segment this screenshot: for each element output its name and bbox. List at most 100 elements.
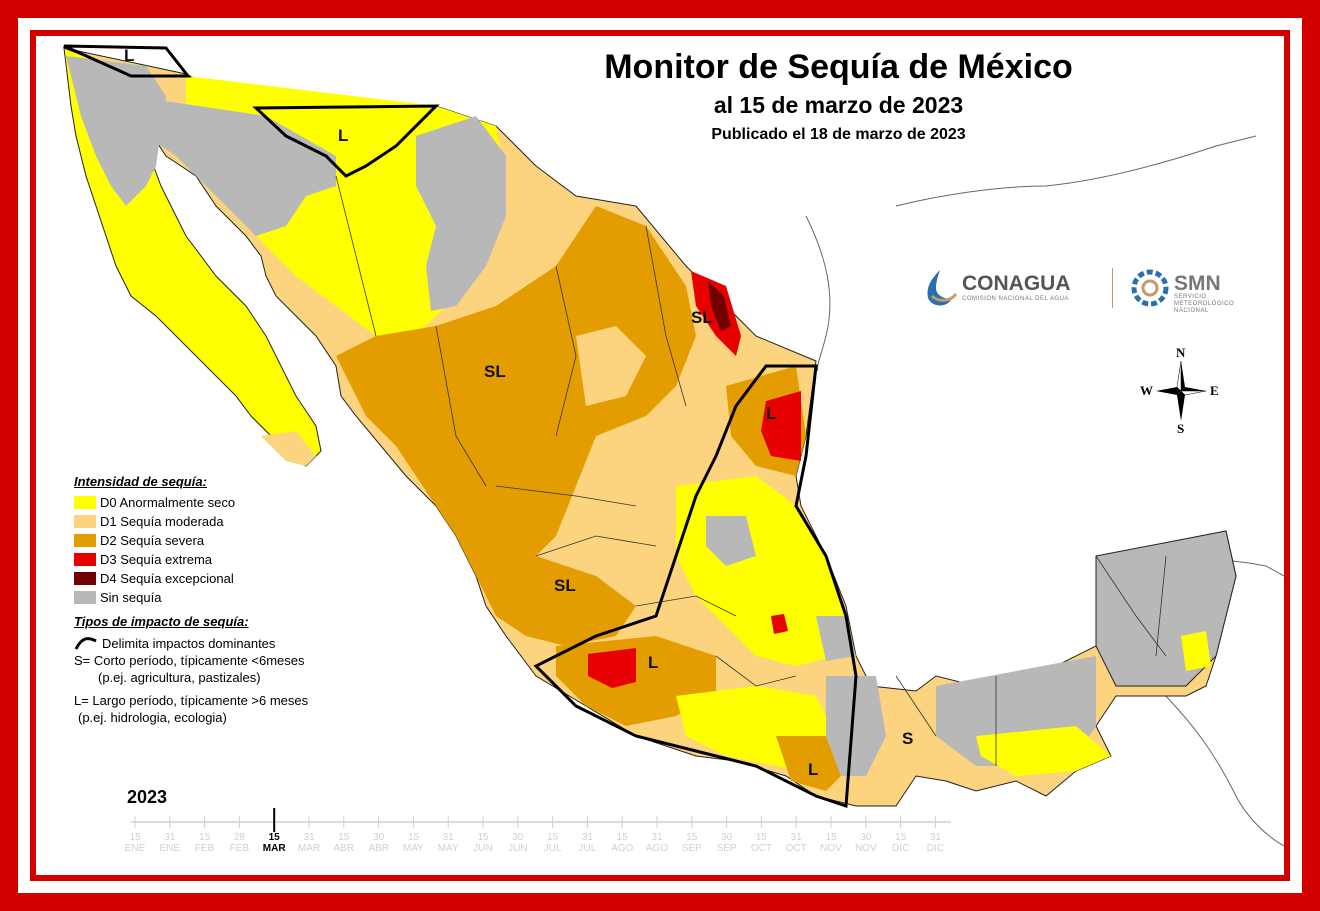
timeline-tick-month: MAR — [297, 843, 321, 854]
timeline-tick-month: DIC — [891, 843, 910, 854]
legend-label-d0: D0 Anormalmente seco — [100, 495, 236, 510]
impact-line-sonora-l — [252, 104, 440, 178]
timeline-tick-label: 30 NOV — [851, 832, 881, 854]
impact-short-label: S= Corto período, típicamente <6meses — [74, 653, 305, 668]
impact-short-example: (p.ej. agricultura, pastizales) — [98, 670, 261, 685]
timeline-tick-label: 15 DIC — [886, 832, 916, 854]
timeline-tick-month: FEB — [229, 843, 250, 854]
zone-label-sl-1: SL — [691, 308, 713, 327]
compass-s: S — [1177, 421, 1185, 436]
zone-label-l-5: L — [808, 760, 819, 779]
impact-heading: Tipos de impacto de sequía: — [74, 614, 249, 629]
timeline-axis — [131, 808, 951, 832]
impact-delimiter-label: Delimita impactos dominantes — [102, 636, 276, 651]
timeline-tick-label: 31 MAR — [294, 832, 324, 854]
timeline-tick-month: ENE — [159, 843, 181, 854]
conagua-logo-icon — [927, 270, 958, 306]
timeline-tick-month: MAY — [437, 843, 459, 854]
timeline-tick-day: 15 — [547, 832, 559, 843]
puebla-gray — [816, 616, 856, 661]
timeline-tick-label: 15 JUN — [468, 832, 498, 854]
compass-n: N — [1176, 345, 1186, 360]
map-panel: Monitor de Sequía de México al 15 de mar… — [36, 36, 1284, 875]
baja-south-d1 — [261, 431, 316, 466]
timeline-tick-label: 15 OCT — [746, 832, 776, 854]
smn-wordmark: SMN — [1174, 272, 1221, 295]
smn-subtitle-3: NACIONAL — [1174, 308, 1209, 314]
legend-swatch-none — [74, 591, 96, 604]
logo-divider — [1112, 268, 1113, 308]
timeline-tick-label: 31 ENE — [155, 832, 185, 854]
oaxaca-gray — [826, 676, 886, 776]
sonora-gray — [131, 96, 336, 236]
impact-delimiter-row: Delimita impactos dominantes — [74, 635, 394, 652]
timeline-tick-day: 30 — [860, 832, 872, 843]
timeline-year: 2023 — [127, 787, 168, 807]
timeline-tick-month: OCT — [750, 843, 772, 854]
zone-label-sl-3: SL — [554, 576, 576, 595]
timeline-tick-label: 15 SEP — [677, 832, 707, 854]
timeline-tick-month: AGO — [645, 843, 669, 854]
timeline-tick-label: 15 MAY — [398, 832, 428, 854]
legend-item-d4: D4 Sequía excepcional — [74, 569, 374, 588]
timeline-tick-day: 15 — [686, 832, 698, 843]
timeline-tick-label: 31 DIC — [920, 832, 950, 854]
veracruz-north-d3 — [761, 391, 801, 461]
timeline-tick-day: 31 — [303, 832, 315, 843]
central-d1-patch — [576, 326, 646, 406]
timeline-tick-month: MAY — [402, 843, 424, 854]
timeline-tick-day: 15 — [616, 832, 628, 843]
timeline-tick-day: 31 — [164, 832, 176, 843]
legend-swatch-d4 — [74, 572, 96, 585]
timeline-tick-month: JUN — [473, 843, 493, 854]
legend-label-d2: D2 Sequía severa — [100, 533, 205, 548]
cdmx-d3 — [771, 614, 788, 634]
drought-map — [63, 44, 1284, 847]
timeline-tick-month: AGO — [611, 843, 634, 854]
timeline-tick-label: 15 MAR — [259, 832, 289, 854]
timeline-tick-day: 15 — [477, 832, 489, 843]
impact-long-example: (p.ej. hidrologia, ecologia) — [78, 710, 227, 725]
legend-item-d2: D2 Sequía severa — [74, 531, 374, 550]
compass-star-icon — [1156, 360, 1207, 421]
zone-label-l-4: L — [648, 653, 659, 672]
legend-swatch-d2 — [74, 534, 96, 547]
compass-e: E — [1210, 383, 1219, 398]
timeline-tick-month: JUL — [578, 843, 597, 854]
intensity-legend: Intensidad de sequía: D0 Anormalmente se… — [74, 474, 374, 607]
timeline-tick-day: 31 — [929, 832, 941, 843]
map-subtitle: al 15 de marzo de 2023 — [713, 92, 964, 118]
timeline-tick-month: SEP — [716, 843, 737, 854]
conagua-wordmark: CONAGUA — [962, 272, 1071, 295]
timeline-tick-label: 31 AGO — [642, 832, 672, 854]
zone-label-l-1: L — [124, 46, 135, 65]
timeline-tick-day: 15 — [199, 832, 211, 843]
timeline-tick-day: 30 — [373, 832, 385, 843]
impact-legend: Tipos de impacto de sequía: Delimita imp… — [74, 614, 394, 726]
timeline-tick-month: ABR — [368, 843, 389, 854]
central-d2 — [336, 206, 696, 596]
timeline-tick-day: 15 — [825, 832, 837, 843]
legend-item-none: Sin sequía — [74, 588, 374, 607]
timeline-tick-label: 30 SEP — [712, 832, 742, 854]
timeline-tick-month: ENE — [124, 843, 146, 854]
agency-logos: CONAGUA COMISIÓN NACIONAL DEL AGUA SMN S… — [922, 264, 1252, 314]
oaxaca-d2 — [776, 736, 841, 791]
legend-swatch-d1 — [74, 515, 96, 528]
legend-label-d3: D3 Sequía extrema — [100, 552, 213, 567]
timeline-tick-label: 31 OCT — [781, 832, 811, 854]
chiapas-yellow — [976, 726, 1111, 776]
timeline-tick-label: 31 JUL — [572, 832, 602, 854]
zone-label-s-1: S — [902, 729, 914, 748]
timeline-tick-day: 15 — [338, 832, 350, 843]
impact-long-label: L= Largo período, típicamente >6 meses — [74, 693, 309, 708]
timeline-tick-month: SEP — [681, 843, 702, 854]
hidalgo-gray — [706, 516, 756, 566]
quintana-roo-yellow — [1181, 631, 1211, 671]
michoacan-d3 — [588, 648, 636, 688]
smn-subtitle-2: METEOROLÓGICO — [1174, 301, 1235, 307]
timeline-tick-day: 31 — [790, 832, 802, 843]
timeline-tick-label: 15 AGO — [607, 832, 637, 854]
timeline-tick-day: 31 — [651, 832, 663, 843]
coastline-texas — [805, 215, 831, 372]
